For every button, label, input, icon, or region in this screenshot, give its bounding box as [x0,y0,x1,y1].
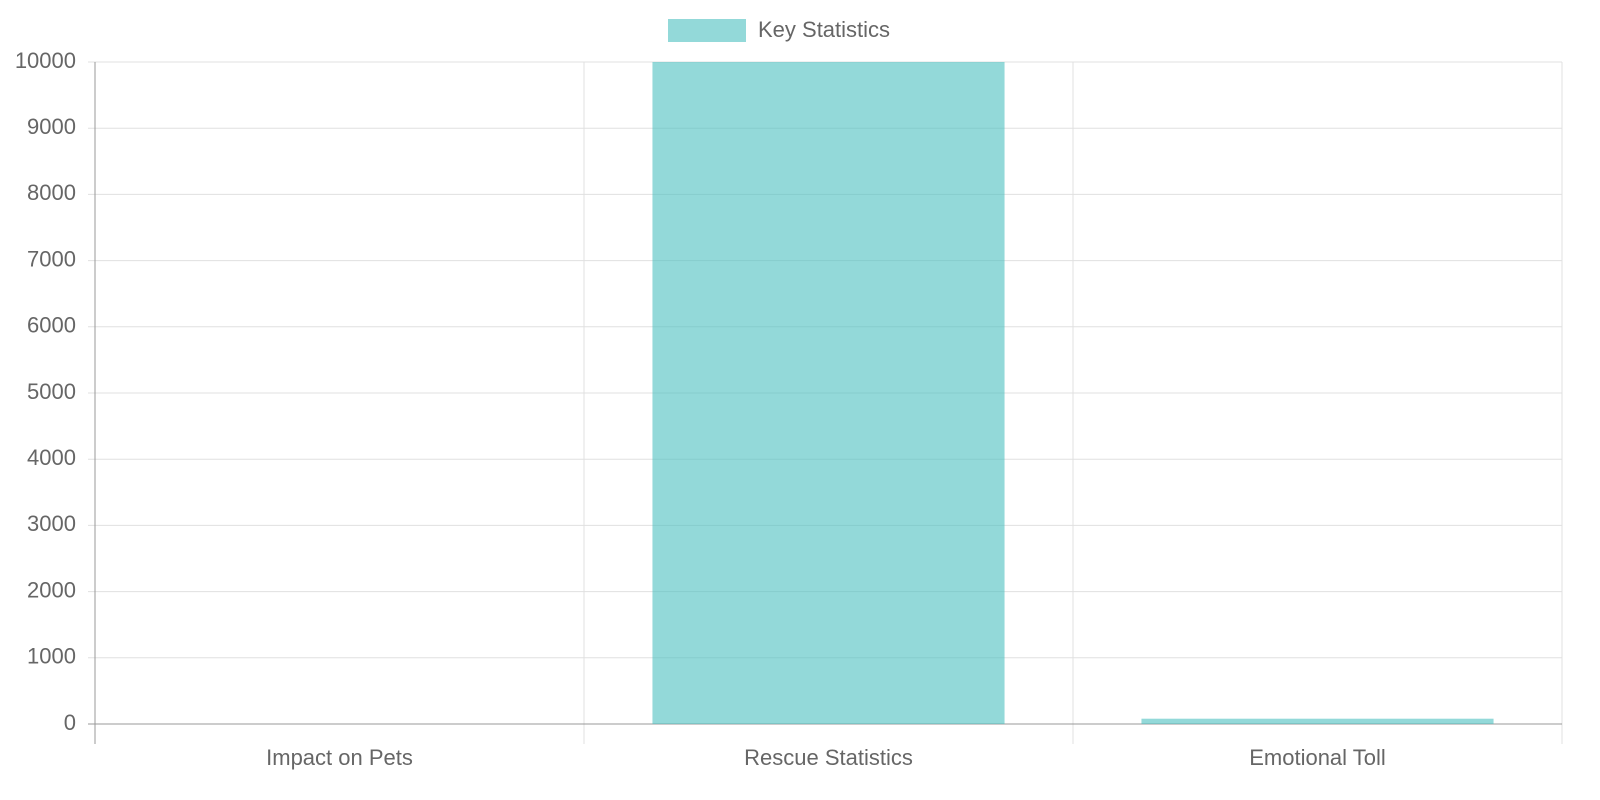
bar [652,62,1005,724]
legend-label: Key Statistics [758,17,890,42]
x-tick-label: Emotional Toll [1249,745,1386,770]
bar [1141,718,1494,724]
y-tick-label: 2000 [27,577,76,602]
y-tick-label: 5000 [27,379,76,404]
y-tick-label: 10000 [15,48,76,73]
y-tick-label: 7000 [27,246,76,271]
y-tick-label: 6000 [27,313,76,338]
y-tick-label: 4000 [27,445,76,470]
legend-swatch [668,19,746,42]
x-tick-label: Impact on Pets [266,745,413,770]
y-tick-label: 8000 [27,180,76,205]
x-tick-label: Rescue Statistics [744,745,913,770]
y-tick-label: 0 [64,710,76,735]
y-tick-label: 9000 [27,114,76,139]
y-tick-label: 1000 [27,644,76,669]
y-tick-label: 3000 [27,511,76,536]
